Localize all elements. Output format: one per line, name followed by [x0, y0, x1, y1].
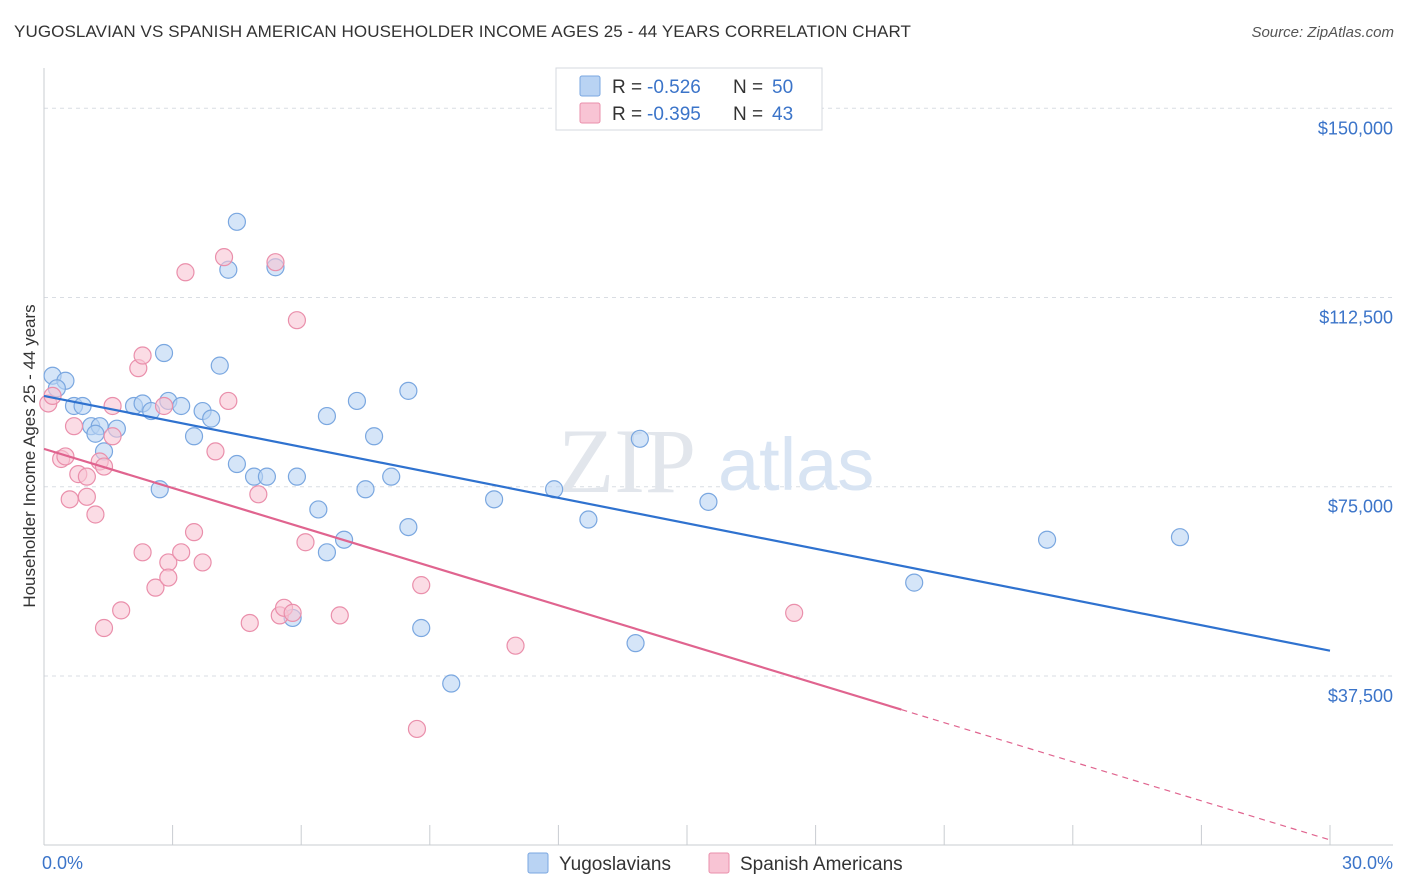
point-spanish-american: [154, 396, 174, 416]
point-yugoslavian: [257, 467, 277, 486]
point-yugoslavian: [399, 517, 418, 537]
point-yugoslavian: [485, 490, 504, 509]
point-yugoslavian: [309, 500, 328, 519]
point-spanish-american: [506, 636, 525, 655]
y-tick-label: $112,500: [1319, 308, 1393, 328]
point-yugoslavian: [442, 674, 461, 693]
point-spanish-american: [785, 603, 804, 622]
point-yugoslavian: [172, 396, 191, 416]
point-yugoslavian: [412, 618, 431, 638]
point-yugoslavian: [579, 510, 598, 529]
source-label: Source: ZipAtlas.com: [1251, 24, 1394, 41]
chart-title: YUGOSLAVIAN VS SPANISH AMERICAN HOUSEHOL…: [14, 22, 912, 41]
point-spanish-american: [146, 578, 165, 597]
point-yugoslavian: [210, 356, 229, 375]
point-spanish-american: [103, 427, 122, 446]
point-yugoslavian: [382, 467, 401, 486]
x-tick-label: 0.0%: [42, 853, 83, 873]
point-spanish-american: [112, 601, 131, 620]
point-spanish-american: [249, 485, 268, 504]
legend-r-label-1: R =: [612, 77, 642, 98]
legend-n-value-1: 50: [772, 77, 793, 98]
point-yugoslavian: [86, 424, 105, 443]
point-spanish-american: [240, 613, 259, 633]
point-spanish-american: [60, 490, 79, 509]
trend-lines: [43, 394, 1331, 841]
point-spanish-american: [159, 568, 178, 587]
point-spanish-american: [184, 523, 204, 542]
point-spanish-american: [283, 603, 302, 622]
series-legend: Yugoslavians Spanish Americans: [527, 852, 903, 875]
trend-line-1: [43, 447, 902, 711]
legend-n-label-2: N =: [733, 104, 763, 125]
point-spanish-american: [206, 442, 225, 461]
correlation-legend: R = -0.526 N = 50 R = -0.395 N = 43: [555, 67, 823, 131]
data-points: [39, 212, 1190, 739]
point-yugoslavian: [287, 467, 307, 486]
point-spanish-american: [133, 543, 152, 562]
point-yugoslavian: [1170, 528, 1190, 547]
tick-labels: $37,500 $75,000 $112,500 $150,000 0.0% 30.0%: [42, 118, 1393, 873]
point-spanish-american: [94, 618, 114, 638]
point-yugoslavian: [630, 429, 649, 448]
point-spanish-american: [77, 467, 96, 486]
legend-r-value-2: -0.395: [647, 104, 701, 125]
watermark-atlas: atlas: [718, 423, 874, 506]
point-spanish-american: [77, 487, 96, 506]
point-yugoslavian: [364, 427, 384, 446]
point-spanish-american: [219, 391, 238, 411]
point-spanish-american: [103, 396, 122, 416]
point-spanish-american: [287, 311, 307, 330]
point-spanish-american: [133, 346, 152, 365]
bottom-legend-swatch-yugoslavians: [527, 852, 549, 874]
point-spanish-american: [266, 253, 285, 272]
x-tick-label: 30.0%: [1342, 853, 1393, 873]
point-yugoslavian: [1037, 530, 1057, 549]
point-yugoslavian: [154, 343, 174, 363]
gridlines: [44, 107, 1393, 677]
point-yugoslavian: [184, 427, 204, 446]
trend-line-extension-1: [901, 709, 1331, 841]
legend-swatch-spanish-americans: [579, 102, 601, 124]
point-yugoslavian: [202, 409, 221, 428]
axes: [43, 68, 1393, 846]
bottom-legend-label-yugoslavians: Yugoslavians: [559, 854, 671, 875]
point-spanish-american: [64, 417, 84, 436]
trend-line-0: [43, 394, 1331, 652]
point-spanish-american: [172, 543, 191, 562]
point-yugoslavian: [227, 212, 246, 231]
point-spanish-american: [86, 505, 105, 524]
point-yugoslavian: [356, 480, 375, 499]
point-spanish-american: [296, 533, 315, 552]
bottom-legend-label-spanish-americans: Spanish Americans: [740, 854, 903, 875]
point-spanish-american: [214, 248, 234, 267]
point-yugoslavian: [699, 492, 718, 511]
point-yugoslavian: [317, 406, 337, 426]
legend-r-value-1: -0.526: [647, 77, 701, 98]
point-yugoslavian: [905, 573, 924, 592]
legend-n-label-1: N =: [733, 77, 763, 98]
legend-swatch-yugoslavians: [579, 75, 601, 97]
point-yugoslavian: [399, 381, 418, 400]
watermark-zip: ZIP: [558, 410, 696, 512]
point-spanish-american: [407, 719, 427, 739]
point-yugoslavian: [626, 634, 645, 653]
point-yugoslavian: [347, 391, 367, 411]
legend-r-label-2: R =: [612, 104, 642, 125]
point-yugoslavian: [227, 454, 246, 474]
y-axis-title: Householder Income Ages 25 - 44 years: [20, 304, 39, 607]
point-yugoslavian: [317, 543, 337, 562]
y-tick-label: $75,000: [1328, 497, 1393, 517]
y-tick-label: $37,500: [1328, 686, 1393, 706]
legend-n-value-2: 43: [772, 104, 793, 125]
point-spanish-american: [176, 263, 195, 282]
point-yugoslavian: [73, 396, 92, 416]
y-tick-label: $150,000: [1318, 118, 1393, 138]
point-spanish-american: [412, 576, 431, 595]
point-spanish-american: [330, 606, 349, 625]
watermark: ZIP atlas: [558, 410, 874, 512]
bottom-legend-swatch-spanish-americans: [708, 852, 730, 874]
point-spanish-american: [193, 553, 212, 572]
